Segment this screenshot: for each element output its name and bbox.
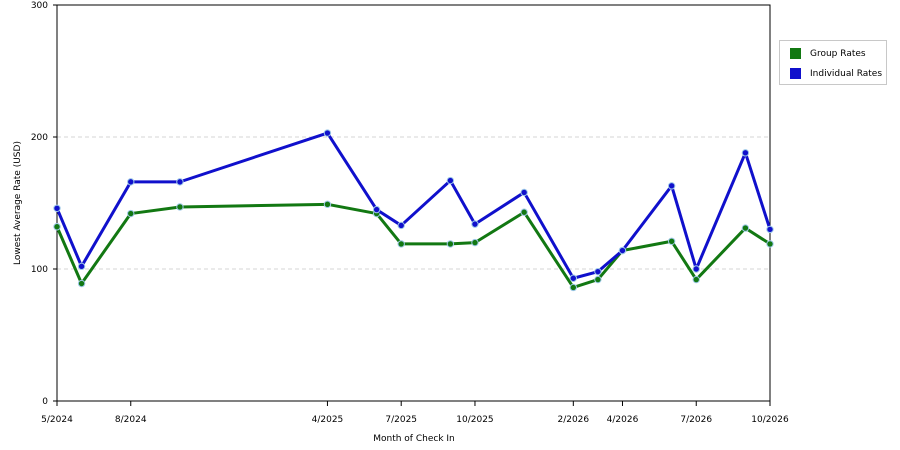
legend-swatch-individual-rates [790,68,801,79]
data-point-group-rates [594,275,602,284]
data-point-group-rates [471,238,479,247]
series-line-individual-rates [55,131,772,280]
x-tick-label: 8/2024 [115,415,147,425]
y-tick-label: 300 [31,1,48,11]
data-point-group-rates [766,240,774,248]
x-tick-label: 2/2026 [557,415,589,425]
y-axis-title: Lowest Average Rate (USD) [13,141,23,265]
data-point-individual-rates [741,149,750,157]
data-point-individual-rates [520,188,528,197]
data-point-group-rates [176,203,184,211]
data-point-group-rates [397,240,405,248]
data-point-individual-rates [53,204,61,212]
x-axis: 5/2024 8/2024 4/2025 7/2025 10/2025 2/2026 4/2… [41,401,789,425]
x-tick-label: 5/2024 [41,415,73,425]
data-point-individual-rates [372,205,381,214]
data-point-individual-rates [618,246,627,255]
data-point-individual-rates [176,178,184,186]
series-layer [53,129,774,292]
legend: Group Rates Individual Rates [779,40,887,85]
data-point-group-rates [692,275,700,284]
data-point-individual-rates [667,182,676,190]
data-point-individual-rates [323,129,332,137]
x-axis-title: Month of Check In [373,434,455,444]
legend-label-group-rates: Group Rates [810,48,866,59]
data-point-individual-rates [397,221,405,230]
data-point-individual-rates [569,274,578,282]
x-tick-label: 4/2026 [607,415,639,425]
x-tick-label: 4/2025 [312,415,344,425]
y-axis: 0 100 200 300 [31,1,57,407]
data-point-individual-rates [471,220,479,228]
legend-item-individual-rates: Individual Rates [790,68,882,79]
data-point-individual-rates [766,225,774,234]
data-point-individual-rates [127,178,135,186]
x-tick-label: 7/2026 [680,415,712,425]
data-point-group-rates [667,237,676,245]
data-point-individual-rates [692,265,700,273]
x-tick-label: 10/2026 [751,415,789,425]
legend-label-individual-rates: Individual Rates [810,68,883,79]
x-tick-label: 10/2025 [456,415,493,425]
data-point-group-rates [323,200,332,209]
legend-item-group-rates: Group Rates [790,48,866,59]
data-point-group-rates [741,224,750,232]
data-point-individual-rates [77,262,86,271]
data-point-group-rates [77,279,86,288]
y-tick-label: 0 [42,397,48,407]
data-point-individual-rates [594,267,602,276]
y-tick-label: 100 [31,265,48,275]
data-point-group-rates [569,283,578,292]
data-point-group-rates [53,223,61,231]
data-point-individual-rates [446,176,455,185]
data-point-group-rates [127,209,135,218]
x-tick-label: 7/2025 [385,415,417,425]
series-line-group-rates [55,202,771,289]
legend-swatch-group-rates [790,48,801,59]
plot-area [56,4,771,402]
data-point-group-rates [446,240,455,248]
data-point-group-rates [520,208,528,216]
y-tick-label: 200 [31,133,48,143]
gridlines [57,136,770,270]
